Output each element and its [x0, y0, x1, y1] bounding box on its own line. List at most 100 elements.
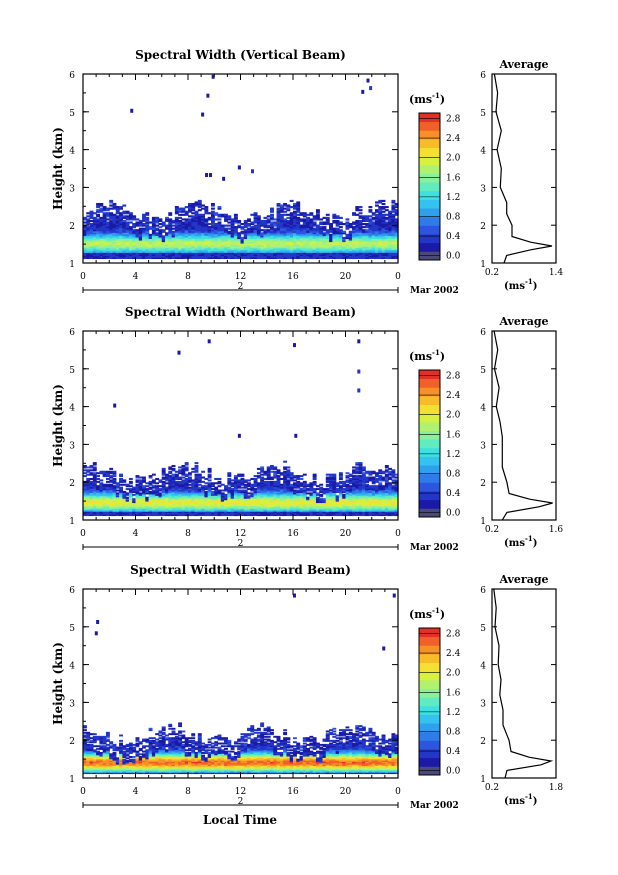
heatmap-cell — [342, 501, 347, 504]
heatmap-cell — [224, 488, 228, 491]
isolated-echo — [361, 89, 365, 94]
heatmap-cell — [253, 239, 258, 243]
heatmap-cell — [306, 227, 311, 230]
heatmap-cell — [86, 499, 91, 502]
heatmap-cell — [115, 506, 120, 509]
heatmap-cell — [256, 514, 261, 517]
heatmap-cell — [342, 496, 347, 499]
heatmap-cell — [197, 249, 202, 252]
heatmap-cell — [361, 243, 366, 246]
heatmap-cell — [158, 511, 163, 514]
heatmap-cell — [322, 499, 327, 502]
heatmap-cell — [165, 495, 169, 498]
heatmap-cell — [348, 503, 353, 506]
heatmap-cell — [109, 496, 114, 499]
heatmap-cell — [115, 247, 120, 250]
heatmap-cell — [270, 210, 274, 213]
heatmap-cell — [283, 482, 288, 485]
heatmap-cell — [151, 482, 156, 485]
heatmap-cell — [273, 218, 278, 221]
heatmap-cell — [276, 239, 281, 243]
heatmap-cell — [168, 246, 173, 249]
heatmap-cell — [145, 255, 150, 258]
heatmap-cell — [319, 256, 324, 260]
heatmap-cell — [99, 485, 104, 488]
heatmap-cell — [89, 490, 94, 493]
heatmap-cell — [142, 509, 146, 512]
heatmap-cell — [276, 249, 281, 252]
heatmap-cell — [319, 506, 324, 509]
heatmap-cell — [184, 256, 189, 260]
heatmap-cell — [197, 253, 202, 256]
heatmap-cell — [89, 215, 94, 218]
heatmap-cell — [325, 235, 330, 238]
heatmap-cell — [378, 201, 383, 204]
heatmap-cell — [325, 480, 330, 483]
heatmap-cell — [368, 223, 373, 226]
heatmap-cell — [148, 241, 153, 244]
heatmap-cell — [99, 255, 104, 258]
heatmap-cell — [217, 250, 222, 253]
heatmap-cell — [220, 483, 225, 486]
heatmap-cell — [293, 250, 297, 253]
heatmap-cell — [99, 243, 104, 246]
heatmap-cell — [184, 475, 189, 478]
heatmap-cell — [204, 207, 209, 210]
heatmap-cell — [243, 230, 248, 233]
heatmap-cell — [201, 232, 206, 235]
heatmap-cell — [283, 470, 288, 473]
heatmap-cell — [306, 216, 311, 219]
heatmap-cell — [309, 227, 314, 230]
heatmap-cell — [276, 472, 281, 475]
heatmap-cell — [299, 244, 304, 247]
heatmap-cell — [188, 221, 192, 224]
heatmap-cell — [142, 239, 146, 243]
heatmap-cell — [309, 509, 314, 512]
heatmap-cell — [256, 227, 261, 230]
avg-y-tick-label: 5 — [480, 109, 486, 119]
heatmap-cell — [128, 236, 133, 240]
heatmap-cell — [207, 469, 212, 472]
heatmap-cell — [384, 236, 389, 240]
heatmap-cell — [138, 512, 143, 515]
heatmap-cell — [325, 493, 330, 496]
heatmap-cell — [207, 509, 212, 512]
heatmap-cell — [378, 221, 383, 224]
heatmap-cell — [207, 512, 212, 515]
heatmap-cell — [168, 479, 173, 482]
heatmap-cell — [283, 480, 288, 483]
heatmap-cell — [132, 511, 137, 514]
heatmap-cell — [322, 246, 327, 249]
colorbar-segment — [419, 121, 440, 131]
heatmap-cell — [348, 236, 353, 240]
heatmap-cell — [178, 255, 183, 258]
heatmap-cell — [191, 243, 196, 246]
colorbar-tick-label: 1.2 — [446, 193, 460, 203]
heatmap-cell — [375, 256, 379, 260]
heatmap-cell — [283, 499, 288, 502]
heatmap-cell — [266, 488, 271, 491]
heatmap-cell — [322, 243, 327, 246]
heatmap-cell — [358, 244, 363, 247]
heatmap-cell — [355, 250, 360, 253]
heatmap-cell — [135, 224, 140, 227]
heatmap-cell — [260, 224, 265, 227]
heatmap-cell — [352, 512, 356, 515]
heatmap-cell — [138, 492, 143, 495]
heatmap-cell — [188, 210, 192, 213]
heatmap-cell — [276, 511, 281, 514]
heatmap-cell — [358, 253, 363, 256]
heatmap-cell — [168, 503, 173, 506]
heatmap-cell — [171, 244, 176, 247]
heatmap-cell — [276, 493, 281, 496]
heatmap-cell — [86, 215, 91, 218]
heatmap-cell — [306, 483, 311, 486]
heatmap-cell — [138, 488, 143, 491]
heatmap-cell — [384, 233, 389, 236]
heatmap-cell — [345, 243, 350, 246]
heatmap-cell — [109, 216, 114, 219]
heatmap-cell — [322, 244, 327, 247]
heatmap-cell — [86, 235, 91, 238]
heatmap-cell — [125, 238, 130, 241]
heatmap-cell — [247, 488, 251, 491]
